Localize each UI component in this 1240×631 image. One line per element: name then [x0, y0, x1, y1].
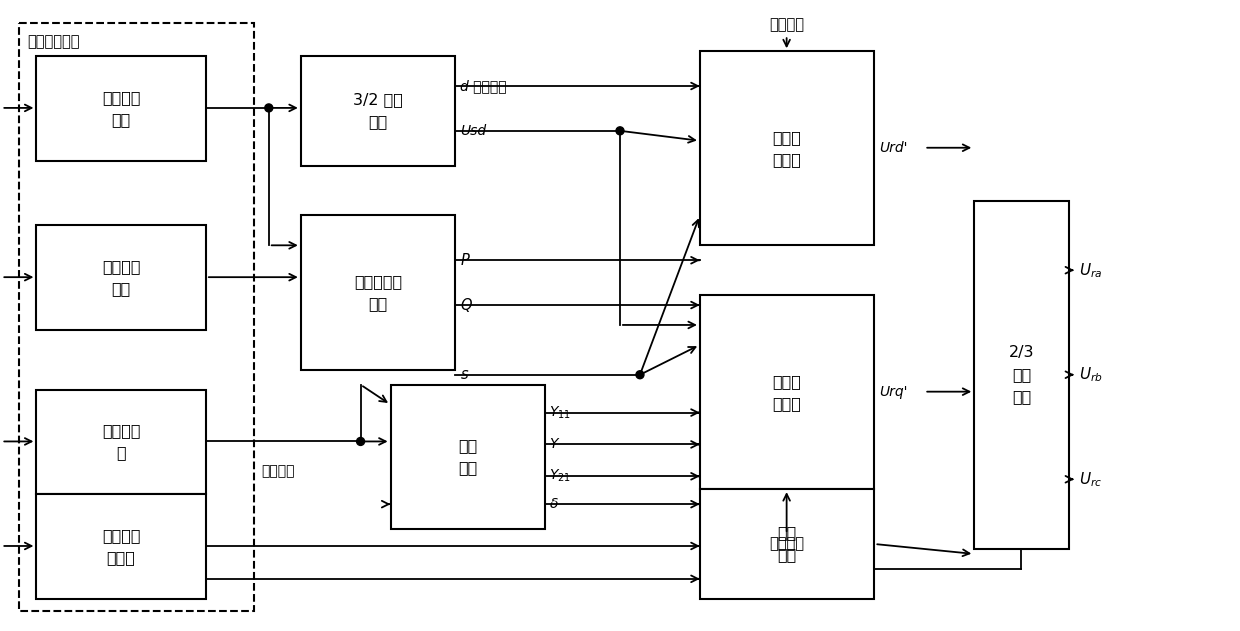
Text: 角度: 角度 — [777, 526, 797, 541]
Text: 检测: 检测 — [112, 281, 130, 296]
Bar — [975, 201, 1069, 549]
Text: s: s — [460, 367, 467, 382]
Text: 3/2 坐标: 3/2 坐标 — [353, 93, 403, 107]
Text: 定子电流: 定子电流 — [102, 259, 140, 274]
Bar — [699, 489, 874, 599]
Text: 转子位置: 转子位置 — [102, 528, 140, 543]
Text: Urd': Urd' — [879, 141, 908, 155]
Text: Urq': Urq' — [879, 385, 908, 399]
Text: 转差设定: 转差设定 — [769, 17, 804, 32]
Text: 无功调: 无功调 — [773, 374, 801, 389]
Text: 无功设定: 无功设定 — [769, 536, 804, 551]
Text: 坐标: 坐标 — [1012, 367, 1032, 382]
Text: 转差率检: 转差率检 — [102, 423, 140, 439]
Text: 节通道: 节通道 — [773, 396, 801, 411]
Text: 变换: 变换 — [1012, 389, 1032, 404]
Text: 电机参数: 电机参数 — [260, 464, 294, 478]
Text: $U_{rb}$: $U_{rb}$ — [1079, 365, 1102, 384]
Text: 定子电压: 定子电压 — [102, 90, 140, 105]
Text: $Y_{11}$: $Y_{11}$ — [549, 404, 572, 421]
Text: Q: Q — [460, 298, 472, 312]
Bar — [20, 23, 254, 611]
Text: 检测: 检测 — [112, 112, 130, 127]
Bar — [391, 385, 546, 529]
Text: $Y_{21}$: $Y_{21}$ — [549, 468, 572, 485]
Circle shape — [265, 104, 273, 112]
Bar — [699, 51, 874, 245]
Text: P: P — [460, 253, 469, 268]
Text: 有功调: 有功调 — [773, 130, 801, 144]
Text: 计算: 计算 — [368, 296, 388, 311]
Bar — [36, 56, 206, 161]
Circle shape — [357, 437, 365, 445]
Circle shape — [636, 371, 644, 379]
Text: 有功、无功: 有功、无功 — [353, 274, 402, 289]
Text: 参数: 参数 — [459, 439, 477, 454]
Text: 变换: 变换 — [368, 114, 388, 129]
Bar — [699, 295, 874, 489]
Text: 测: 测 — [117, 445, 126, 461]
Text: Y: Y — [549, 437, 558, 451]
Text: 角检测: 角检测 — [107, 550, 135, 565]
Bar — [36, 390, 206, 494]
Bar — [36, 225, 206, 330]
Text: 2/3: 2/3 — [1009, 345, 1034, 360]
Text: 节通道: 节通道 — [773, 151, 801, 167]
Bar — [301, 56, 455, 166]
Text: $U_{ra}$: $U_{ra}$ — [1079, 261, 1102, 280]
Text: 计算: 计算 — [777, 548, 797, 562]
Text: d 轴位置角: d 轴位置角 — [460, 79, 507, 93]
Text: 计算: 计算 — [459, 461, 477, 475]
Bar — [36, 494, 206, 599]
Text: 信号检测模块: 信号检测模块 — [27, 33, 79, 49]
Bar — [301, 215, 455, 370]
Circle shape — [616, 127, 624, 135]
Text: Usd: Usd — [460, 124, 486, 138]
Text: $U_{rc}$: $U_{rc}$ — [1079, 470, 1102, 488]
Text: $\delta$: $\delta$ — [549, 497, 559, 511]
